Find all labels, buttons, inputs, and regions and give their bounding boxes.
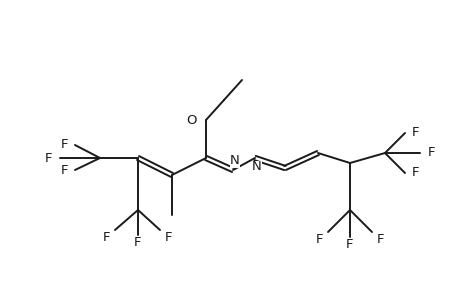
Text: F: F <box>102 232 110 244</box>
Text: F: F <box>61 139 68 152</box>
Text: F: F <box>61 164 68 176</box>
Text: F: F <box>376 233 384 247</box>
Text: F: F <box>346 238 353 251</box>
Text: F: F <box>411 127 419 140</box>
Text: F: F <box>45 152 52 164</box>
Text: F: F <box>427 146 435 160</box>
Text: O: O <box>186 113 196 127</box>
Text: N: N <box>252 160 261 173</box>
Text: N: N <box>230 154 239 167</box>
Text: F: F <box>165 232 172 244</box>
Text: F: F <box>134 236 141 250</box>
Text: F: F <box>411 167 419 179</box>
Text: F: F <box>315 233 322 247</box>
